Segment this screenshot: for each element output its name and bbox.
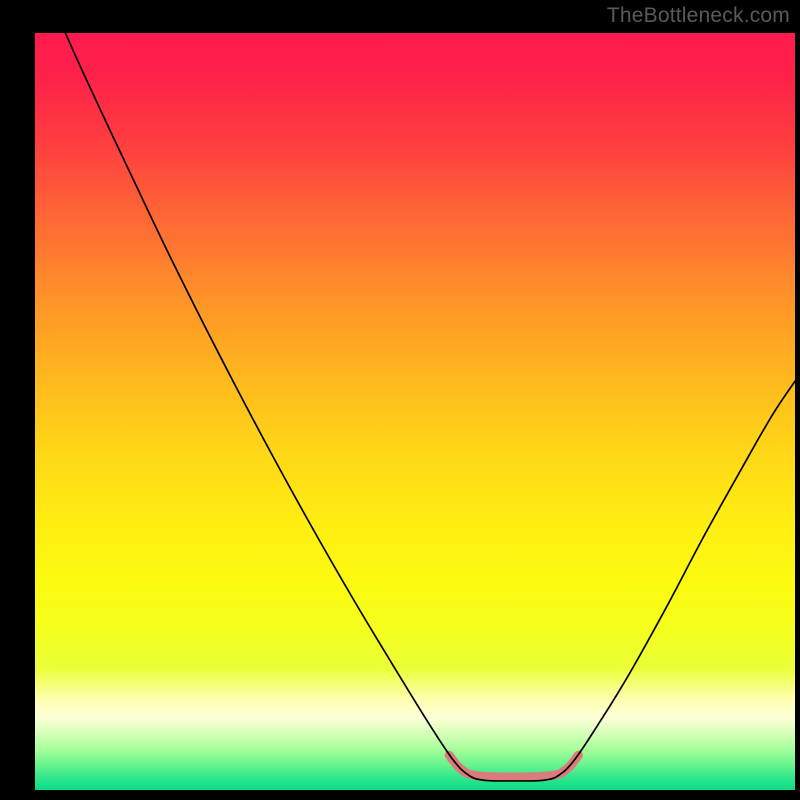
watermark-text: TheBottleneck.com (607, 4, 790, 28)
curve-layer (35, 33, 795, 790)
trough-marker (449, 755, 578, 777)
plot-area (35, 33, 795, 790)
bottleneck-curve (65, 33, 795, 781)
chart-frame: TheBottleneck.com (0, 0, 800, 800)
